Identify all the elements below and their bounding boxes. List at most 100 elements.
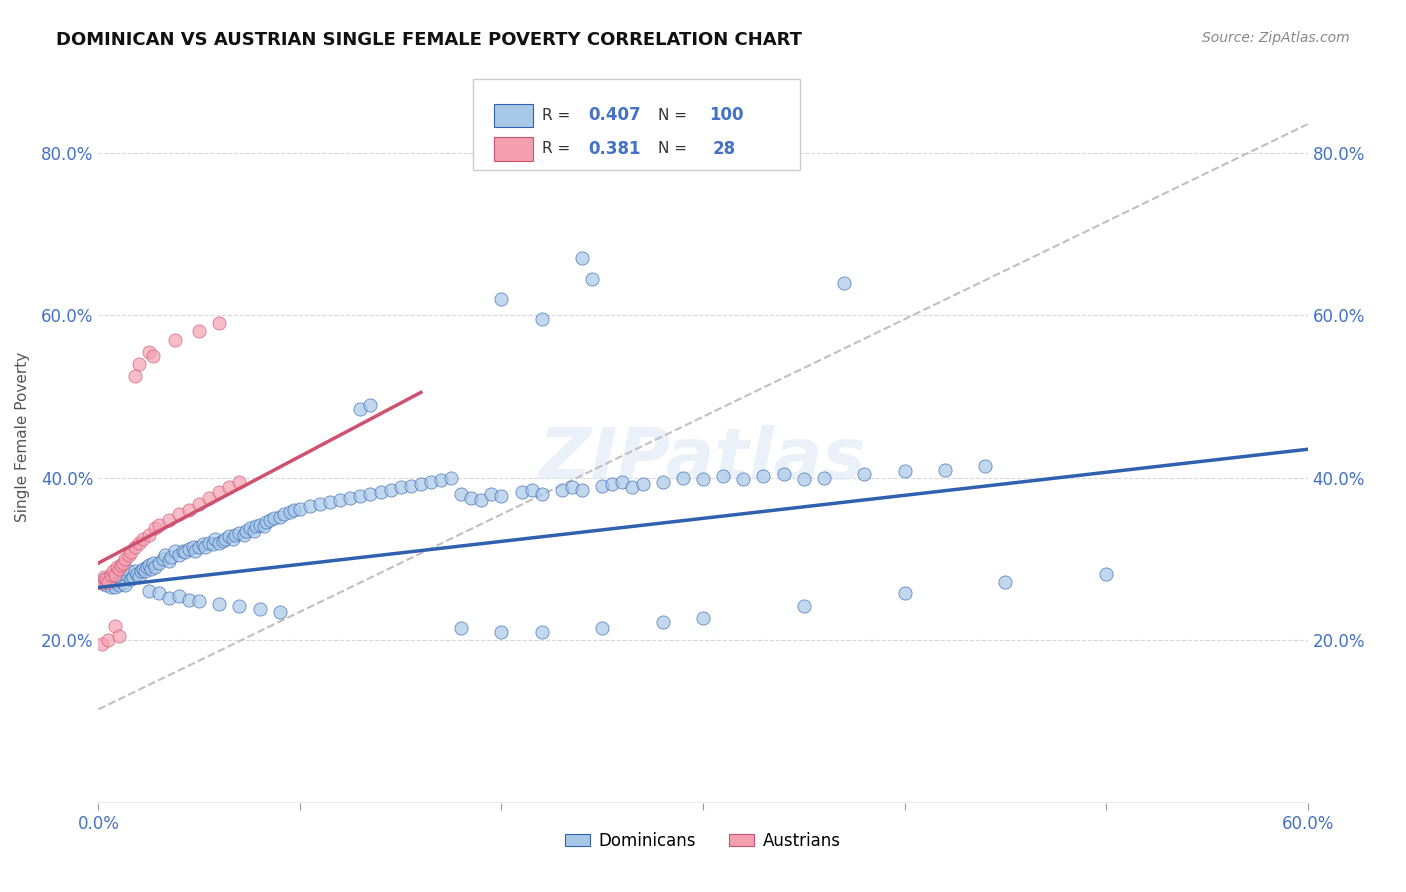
Point	[349, 401, 371, 416]
Y-axis label: Single Female Poverty: Single Female Poverty	[15, 352, 30, 522]
Point	[100, 568, 122, 582]
Point	[188, 497, 211, 511]
Point	[692, 610, 714, 624]
Point	[132, 562, 155, 576]
Point	[733, 472, 755, 486]
Point	[218, 529, 240, 543]
Point	[142, 556, 165, 570]
Point	[188, 594, 211, 608]
Point	[179, 503, 201, 517]
Point	[228, 475, 250, 489]
Point	[288, 501, 311, 516]
Point	[793, 472, 815, 486]
Point	[254, 516, 277, 530]
Point	[208, 485, 231, 500]
Point	[520, 483, 543, 497]
Point	[370, 485, 392, 500]
Text: N =: N =	[658, 142, 697, 156]
Point	[631, 477, 654, 491]
Point	[135, 560, 157, 574]
Point	[299, 499, 322, 513]
Text: 28: 28	[713, 140, 735, 158]
Point	[134, 564, 156, 578]
Text: 0.381: 0.381	[588, 140, 641, 158]
Point	[893, 464, 915, 478]
Point	[125, 566, 148, 581]
Point	[832, 276, 855, 290]
Point	[114, 552, 136, 566]
Text: Source: ZipAtlas.com: Source: ZipAtlas.com	[1202, 31, 1350, 45]
Point	[128, 570, 150, 584]
FancyBboxPatch shape	[474, 78, 800, 170]
Point	[105, 574, 128, 589]
Point	[193, 537, 215, 551]
Point	[124, 369, 146, 384]
Point	[167, 548, 190, 562]
Text: N =: N =	[658, 108, 692, 123]
Legend: Dominicans, Austrians: Dominicans, Austrians	[558, 825, 848, 856]
Point	[530, 312, 553, 326]
Point	[349, 489, 371, 503]
Point	[120, 545, 142, 559]
Point	[581, 271, 603, 285]
Point	[103, 581, 125, 595]
Point	[651, 475, 673, 489]
Bar	[494, 137, 533, 161]
Point	[450, 487, 472, 501]
Text: ZIPatlas: ZIPatlas	[540, 425, 866, 493]
Point	[128, 357, 150, 371]
Point	[409, 477, 432, 491]
Point	[481, 487, 503, 501]
Point	[114, 578, 136, 592]
Point	[139, 562, 162, 576]
Point	[208, 535, 231, 549]
Point	[530, 487, 553, 501]
Point	[91, 576, 114, 591]
Point	[491, 625, 513, 640]
Point	[974, 458, 997, 473]
Point	[107, 562, 129, 576]
Point	[138, 344, 160, 359]
Point	[96, 578, 118, 592]
Point	[97, 633, 120, 648]
Point	[143, 521, 166, 535]
Point	[96, 572, 118, 586]
Point	[204, 532, 226, 546]
Text: 0.407: 0.407	[588, 106, 641, 124]
Point	[339, 491, 361, 505]
Point	[430, 473, 453, 487]
Point	[222, 532, 245, 546]
Point	[224, 527, 246, 541]
Point	[101, 576, 124, 591]
Point	[470, 493, 492, 508]
Point	[132, 532, 155, 546]
Point	[672, 471, 695, 485]
Point	[118, 564, 141, 578]
Point	[107, 629, 129, 643]
Text: DOMINICAN VS AUSTRIAN SINGLE FEMALE POVERTY CORRELATION CHART: DOMINICAN VS AUSTRIAN SINGLE FEMALE POVE…	[56, 31, 803, 49]
Point	[460, 491, 482, 505]
Point	[239, 521, 262, 535]
Point	[97, 574, 120, 589]
Point	[172, 544, 194, 558]
Point	[228, 599, 250, 614]
Point	[228, 526, 250, 541]
Point	[651, 615, 673, 630]
Point	[994, 574, 1017, 589]
Point	[602, 477, 624, 491]
Point	[853, 467, 876, 481]
Point	[111, 576, 134, 591]
Point	[188, 325, 211, 339]
Point	[278, 505, 301, 519]
Point	[711, 145, 734, 160]
Point	[242, 524, 264, 538]
Text: R =: R =	[543, 108, 575, 123]
Point	[440, 471, 463, 485]
Point	[249, 602, 271, 616]
Point	[179, 542, 201, 557]
Point	[153, 548, 176, 562]
Point	[198, 535, 221, 549]
Point	[91, 576, 114, 591]
Point	[329, 493, 352, 508]
Point	[283, 503, 305, 517]
